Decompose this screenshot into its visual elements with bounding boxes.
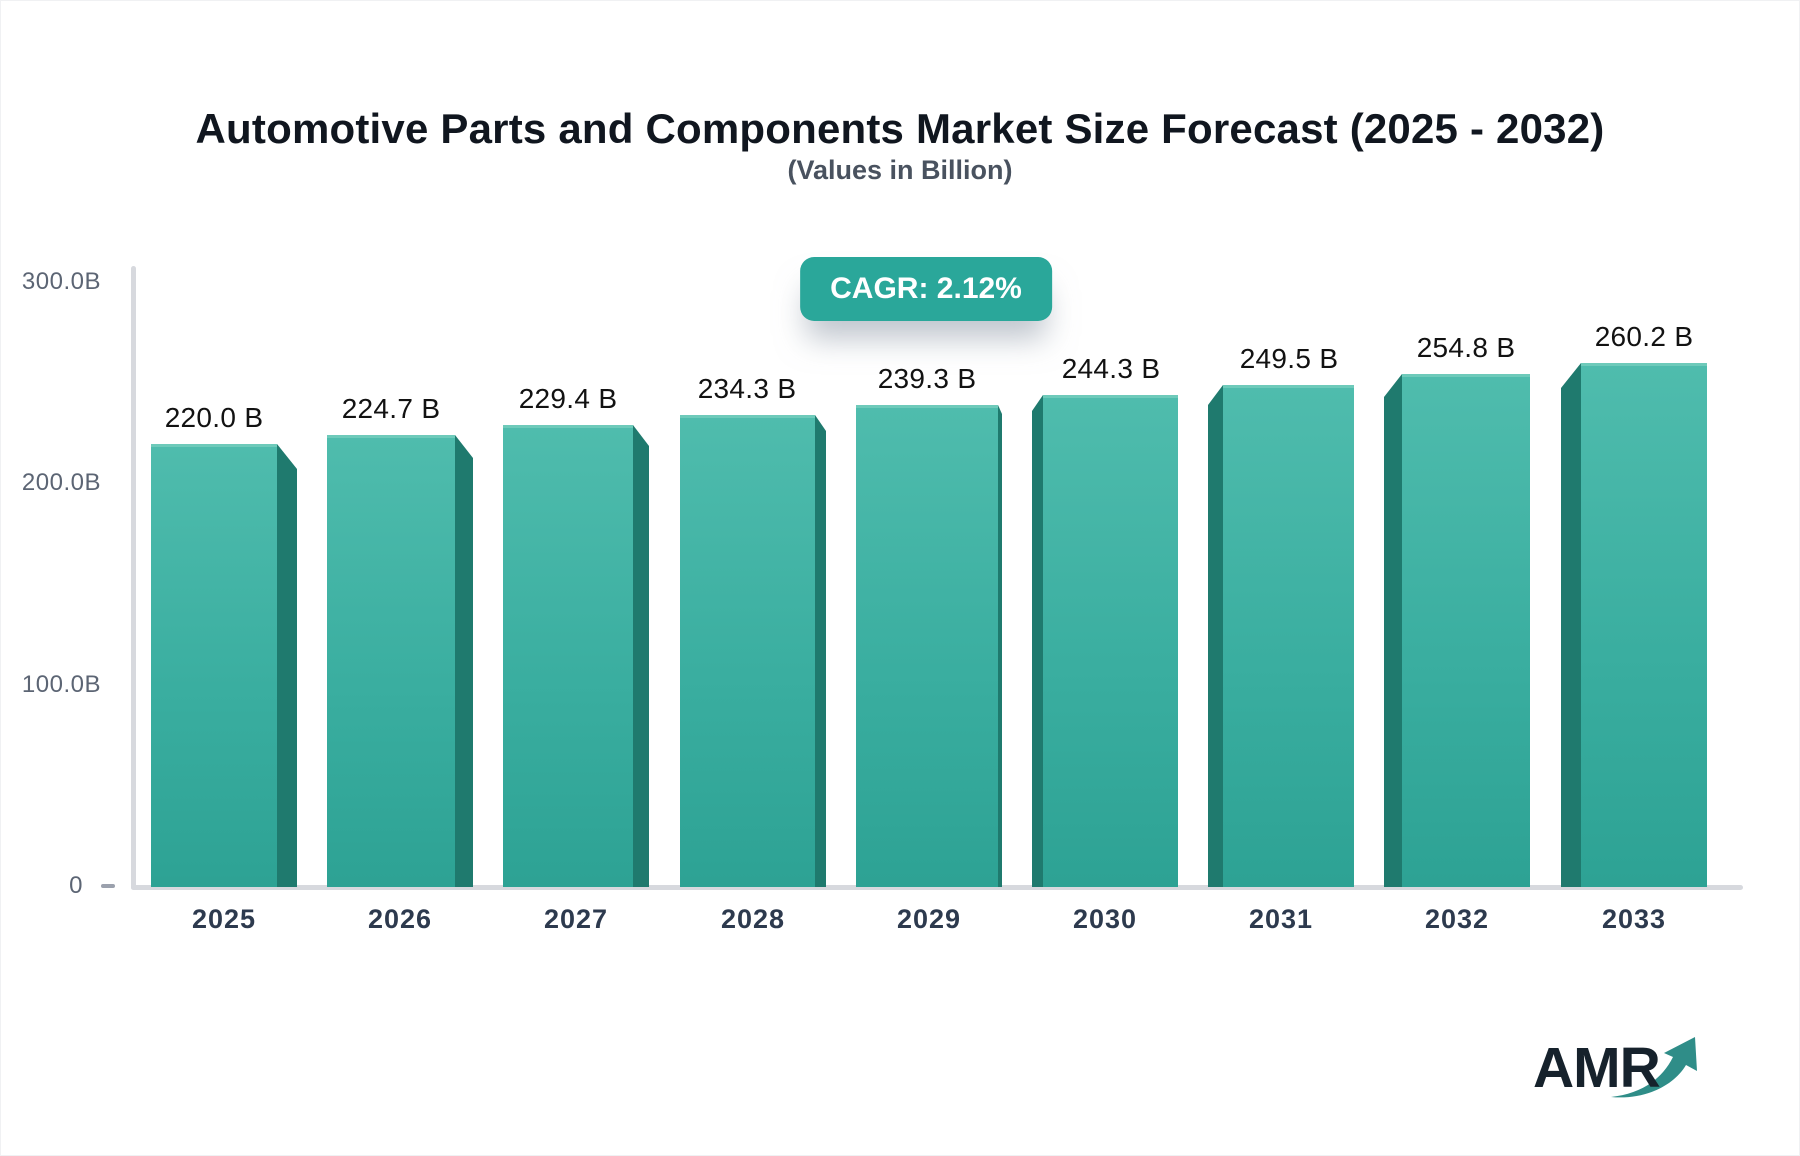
bar-front-face — [856, 405, 998, 887]
amr-logo: AMR — [1529, 1031, 1719, 1111]
bar-side-face — [277, 444, 297, 887]
bar-front-face — [1402, 374, 1530, 887]
bar-side-face — [815, 415, 826, 887]
zero-tick-dash — [101, 884, 115, 888]
bar — [1561, 363, 1707, 887]
y-tick-label: 100.0B — [21, 671, 101, 698]
x-tick-label: 2032 — [1424, 904, 1490, 934]
bar-side-face — [1032, 395, 1043, 887]
x-tick-label: 2026 — [367, 904, 433, 934]
bar-front-face — [1043, 395, 1178, 887]
x-tick-label: 2027 — [543, 904, 609, 934]
y-tick-label: 0 — [69, 872, 83, 899]
amr-logo-text: AMR — [1533, 1036, 1661, 1100]
bar-value-label: 249.5 B — [1239, 343, 1339, 374]
bar-value-label: 220.0 B — [164, 402, 264, 433]
chart-title: Automotive Parts and Components Market S… — [195, 105, 1605, 152]
y-axis-line — [131, 266, 136, 890]
bar-value-label: 234.3 B — [697, 373, 797, 404]
bar-front-face — [1581, 363, 1707, 887]
bar-front-face — [503, 425, 633, 887]
bar — [327, 435, 473, 887]
bar-front-face — [327, 435, 455, 887]
bar-value-label: 229.4 B — [518, 383, 618, 414]
x-tick-label: 2029 — [896, 904, 962, 934]
bar-front-face — [1223, 385, 1354, 887]
bar-value-label: 244.3 B — [1061, 353, 1161, 384]
x-tick-label: 2031 — [1248, 904, 1314, 934]
bar-front-face — [680, 415, 815, 887]
bar — [1384, 374, 1530, 887]
bar-side-face — [1561, 363, 1581, 887]
bar-side-face — [1384, 374, 1402, 887]
y-tick-label: 200.0B — [21, 469, 101, 496]
bar — [1208, 385, 1354, 887]
cagr-badge: CAGR: 2.12% — [800, 257, 1052, 321]
bar — [503, 425, 649, 887]
y-tick-label: 300.0B — [21, 268, 101, 295]
bar-value-label: 239.3 B — [877, 363, 977, 394]
x-tick-label: 2033 — [1601, 904, 1667, 934]
x-tick-label: 2028 — [720, 904, 786, 934]
x-tick-label: 2030 — [1072, 904, 1138, 934]
chart-subtitle: (Values in Billion) — [787, 155, 1013, 185]
growth-arrow-icon — [1611, 1037, 1697, 1098]
bar — [151, 444, 297, 887]
bar — [856, 405, 1002, 887]
x-tick-label: 2025 — [191, 904, 257, 934]
x-axis-line — [131, 885, 1743, 890]
bar-side-face — [1208, 385, 1223, 887]
bar — [680, 415, 826, 887]
bar-side-face — [633, 425, 649, 887]
bar-value-label: 254.8 B — [1416, 332, 1516, 363]
bar-value-label: 224.7 B — [341, 393, 441, 424]
bar-side-face — [998, 405, 1002, 887]
bar-value-label: 260.2 B — [1594, 321, 1694, 352]
bar-front-face — [151, 444, 277, 887]
bar — [1032, 395, 1178, 887]
bar-side-face — [455, 435, 473, 887]
